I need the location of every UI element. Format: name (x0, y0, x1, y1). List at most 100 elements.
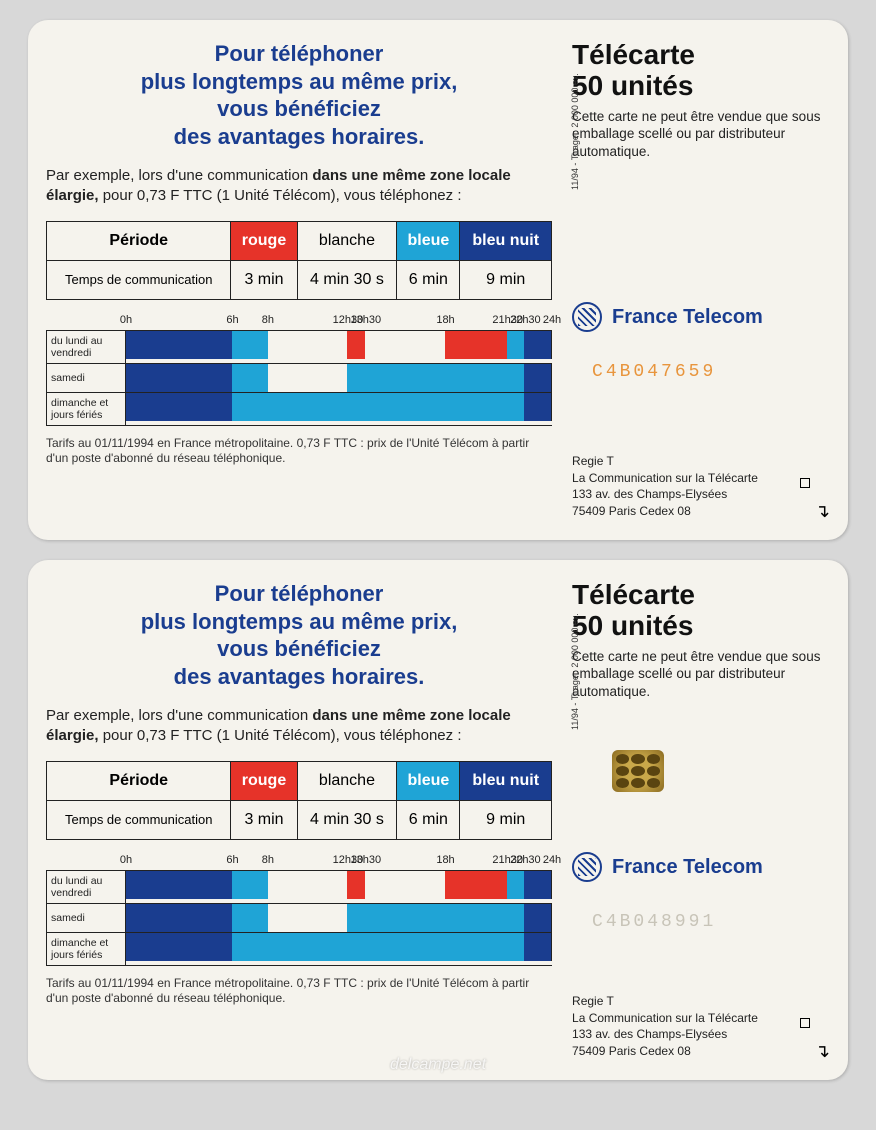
example-text: Par exemple, lors d'une communication da… (46, 706, 552, 747)
timeline-row: samedi (46, 363, 552, 392)
th-rouge: rouge (231, 761, 297, 800)
th-periode: Période (47, 221, 231, 260)
th-periode: Période (47, 761, 231, 800)
th-bleunuit: bleu nuit (460, 761, 552, 800)
timeline-row-label: dimanche et jours fériés (46, 393, 126, 425)
time-labels: 0h6h8h12h3013h3018h21h3022h3024h (46, 314, 552, 330)
period-table: Période rouge blanche bleue bleu nuit Te… (46, 761, 552, 840)
serial-number: C4B048991 (592, 912, 830, 934)
timeline-segment-bleunuit (524, 393, 551, 421)
headline-line: Pour téléphoner (215, 41, 384, 66)
headline-line: plus longtemps au même prix, (141, 609, 458, 634)
th-bleunuit: bleu nuit (460, 221, 552, 260)
timeline-segment-bleunuit (524, 364, 551, 392)
card-title: Télécarte 50 unités (572, 40, 830, 102)
headline-line: plus longtemps au même prix, (141, 69, 458, 94)
address-line: 75409 Paris Cedex 08 (572, 503, 830, 520)
print-info-vertical: 11/94 - Tirage : 2 000 000 ex. (570, 580, 580, 730)
address-line: Regie T (572, 993, 830, 1010)
footnote: Tarifs au 01/11/1994 en France métropoli… (46, 436, 552, 467)
publisher-address: Regie T La Communication sur la Télécart… (572, 453, 830, 520)
timeline-row-label: du lundi au vendredi (46, 871, 126, 903)
timeline-row-bars (126, 364, 552, 392)
address-line: La Communication sur la Télécarte (572, 1010, 830, 1027)
td-bleue: 6 min (397, 260, 460, 299)
timeline-row-bars (126, 871, 552, 899)
timeline-segment-blanche (365, 871, 444, 899)
left-panel: Pour téléphoner plus longtemps au même p… (46, 580, 552, 1060)
timeline-segment-rouge (347, 331, 365, 359)
th-blanche: blanche (297, 221, 397, 260)
timeline-segment-blanche (268, 364, 348, 392)
arrow-icon: ↴ (815, 1041, 830, 1062)
timeline-segment-bleunuit (524, 933, 551, 961)
address-line: La Communication sur la Télécarte (572, 470, 830, 487)
timeline-segment-bleunuit (126, 871, 232, 899)
th-rouge: rouge (231, 221, 297, 260)
corner-box (800, 478, 810, 488)
timeline-segment-rouge (445, 331, 507, 359)
title-line: 50 unités (572, 70, 693, 101)
print-info-vertical: 11/94 - Tirage : 2 000 000 ex. (570, 40, 580, 190)
right-panel: Télécarte 50 unités Cette carte ne peut … (552, 580, 830, 1060)
subtext-part: Par exemple, lors d'une communication (46, 707, 312, 724)
timeline-segment-bleunuit (126, 364, 232, 392)
brand-name: France Telecom (612, 306, 763, 329)
timeline-segment-bleue (232, 871, 267, 899)
headline-line: Pour téléphoner (215, 581, 384, 606)
right-panel: Télécarte 50 unités Cette carte ne peut … (552, 40, 830, 520)
timeline-row-label: samedi (46, 364, 126, 392)
headline-line: vous bénéficiez (217, 96, 381, 121)
timeline-row-label: samedi (46, 904, 126, 932)
arrow-icon: ↴ (815, 501, 830, 522)
timeline-segment-bleue (232, 904, 267, 932)
publisher-address: Regie T La Communication sur la Télécart… (572, 993, 830, 1060)
td-bleunuit: 9 min (460, 260, 552, 299)
title-line: 50 unités (572, 610, 693, 641)
timeline-row-label: du lundi au vendredi (46, 331, 126, 363)
timeline-row-bars (126, 331, 552, 359)
timeline-segment-rouge (445, 871, 507, 899)
subtext-part: pour 0,73 F TTC (1 Unité Télécom), vous … (99, 727, 462, 744)
brand-logo: France Telecom (572, 852, 830, 882)
timeline-segment-blanche (365, 331, 444, 359)
left-panel: Pour téléphoner plus longtemps au même p… (46, 40, 552, 520)
ft-logo-icon (572, 302, 602, 332)
chip-slot (572, 720, 830, 802)
td-bleunuit: 9 min (460, 800, 552, 839)
timeline-rows: du lundi au vendredisamedidimanche et jo… (46, 330, 552, 426)
headline: Pour téléphoner plus longtemps au même p… (46, 580, 552, 690)
timeline-row: dimanche et jours fériés (46, 932, 552, 966)
timeline-segment-bleue (232, 364, 267, 392)
headline-line: des avantages horaires. (174, 124, 425, 149)
phonecard-2: Pour téléphoner plus longtemps au même p… (28, 560, 848, 1080)
td-blanche: 4 min 30 s (297, 260, 397, 299)
timeline-row: dimanche et jours fériés (46, 392, 552, 426)
timeline-segment-blanche (268, 904, 348, 932)
phonecard-1: Pour téléphoner plus longtemps au même p… (28, 20, 848, 540)
address-line: 75409 Paris Cedex 08 (572, 1043, 830, 1060)
card-notice: Cette carte ne peut être vendue que sous… (572, 108, 830, 161)
th-bleue: bleue (397, 761, 460, 800)
td-blanche: 4 min 30 s (297, 800, 397, 839)
title-line: Télécarte (572, 39, 695, 70)
timeline: 0h6h8h12h3013h3018h21h3022h3024h du lund… (46, 854, 552, 966)
timeline-segment-bleunuit (126, 331, 232, 359)
brand-name: France Telecom (612, 856, 763, 879)
td-rouge: 3 min (231, 800, 297, 839)
period-table: Période rouge blanche bleue bleu nuit Te… (46, 221, 552, 300)
timeline-row: du lundi au vendredi (46, 330, 552, 363)
time-labels: 0h6h8h12h3013h3018h21h3022h3024h (46, 854, 552, 870)
subtext-part: Par exemple, lors d'une communication (46, 167, 312, 184)
card-notice: Cette carte ne peut être vendue que sous… (572, 648, 830, 701)
timeline-segment-bleue (232, 331, 267, 359)
chip-icon (612, 750, 664, 792)
timeline-row-label: dimanche et jours fériés (46, 933, 126, 965)
timeline-segment-bleunuit (524, 904, 551, 932)
timeline-row-bars (126, 393, 552, 421)
timeline-segment-bleunuit (126, 904, 232, 932)
corner-box (800, 1018, 810, 1028)
timeline-rows: du lundi au vendredisamedidimanche et jo… (46, 870, 552, 966)
timeline-segment-bleue (507, 871, 525, 899)
subtext-part: pour 0,73 F TTC (1 Unité Télécom), vous … (99, 187, 462, 204)
